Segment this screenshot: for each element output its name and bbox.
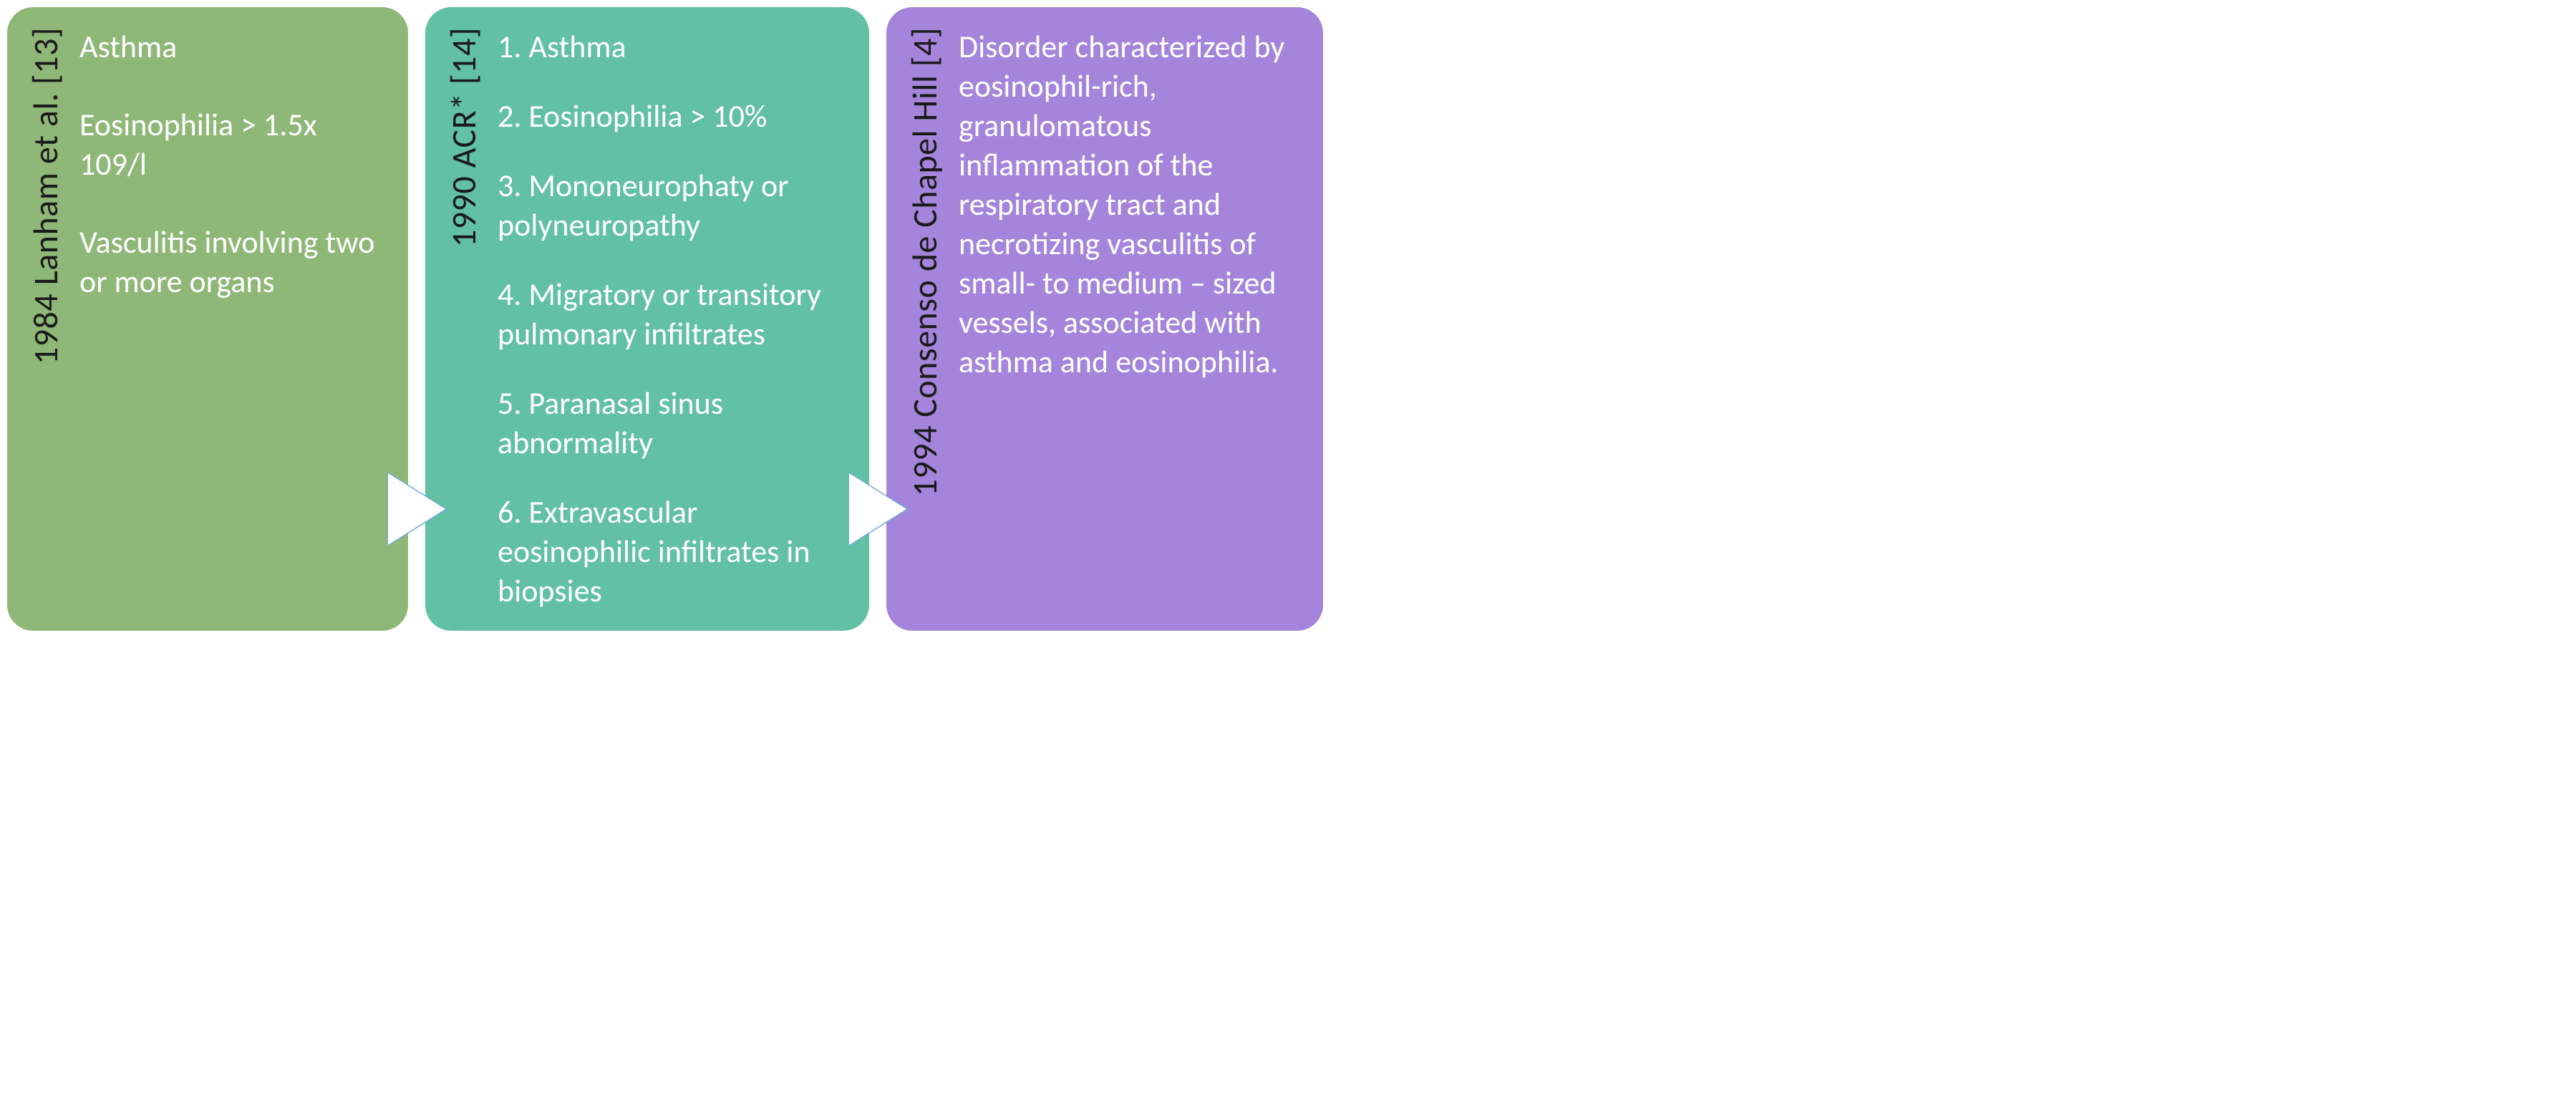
- card-chapelhill-content: Disorder characterized by eosinophil-ric…: [959, 27, 1294, 382]
- card-lanham: 1984 Lanham et al. [13] Asthma Eosinophi…: [7, 7, 408, 631]
- card-acr: 1990 ACR* [14] 1. Asthma 2. Eosinophilia…: [425, 7, 869, 631]
- lanham-item-3: Vasculitis involving two or more organs: [79, 223, 379, 301]
- acr-item-2: 2. Eosinophilia > 10%: [498, 97, 841, 136]
- acr-item-3: 3. Mononeurophaty or polyneuropathy: [498, 166, 841, 245]
- acr-item-1: 1. Asthma: [498, 27, 841, 67]
- card-acr-title: 1990 ACR* [14]: [442, 27, 485, 247]
- acr-item-4: 4. Migratory or transitory pulmonary inf…: [498, 275, 841, 354]
- card-chapelhill-title: 1994 Consenso de Chapel Hill [4]: [904, 27, 946, 496]
- card-chapelhill: 1994 Consenso de Chapel Hill [4] Disorde…: [886, 7, 1323, 631]
- acr-item-6: 6. Extravascular eosinophilic infiltrate…: [498, 493, 841, 611]
- acr-item-5: 5. Paranasal sinus abnormality: [498, 384, 841, 463]
- criteria-flow-diagram: 1984 Lanham et al. [13] Asthma Eosinophi…: [0, 0, 1330, 638]
- card-lanham-title: 1984 Lanham et al. [13]: [24, 27, 67, 364]
- arrow-icon: [849, 473, 906, 545]
- card-lanham-content: Asthma Eosinophilia > 1.5x 109/l Vasculi…: [79, 27, 379, 301]
- arrow-icon: [388, 473, 445, 545]
- chapelhill-text: Disorder characterized by eosinophil-ric…: [959, 27, 1294, 382]
- card-acr-content: 1. Asthma 2. Eosinophilia > 10% 3. Monon…: [498, 27, 841, 611]
- lanham-item-2: Eosinophilia > 1.5x 109/l: [79, 105, 379, 184]
- lanham-item-1: Asthma: [79, 27, 379, 67]
